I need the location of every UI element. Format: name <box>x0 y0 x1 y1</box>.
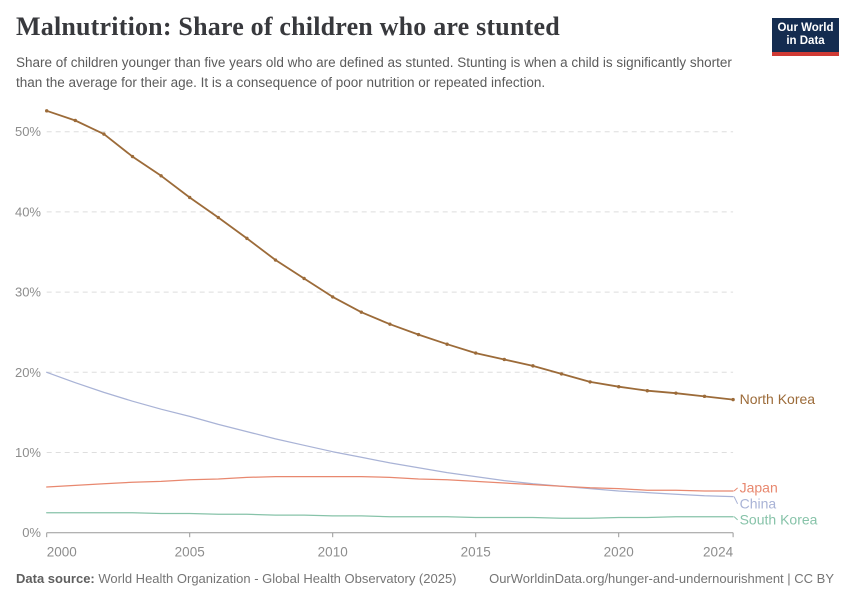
series-marker-north-korea <box>559 372 564 376</box>
series-marker-north-korea <box>474 351 478 355</box>
series-label-china[interactable]: China <box>740 495 777 511</box>
series-line-japan[interactable] <box>46 475 734 492</box>
series-marker-north-korea <box>102 132 106 136</box>
series-marker-north-korea <box>502 357 506 362</box>
owid-credit-link[interactable]: OurWorldinData.org/hunger-and-undernouri… <box>489 571 834 586</box>
series-marker-north-korea <box>45 109 49 113</box>
series-marker-north-korea <box>159 174 163 178</box>
owid-logo-line1: Our World <box>777 21 834 34</box>
y-tick-label-40: 40% <box>15 204 41 219</box>
series-marker-north-korea <box>731 397 735 402</box>
series-marker-north-korea <box>130 154 135 159</box>
chart-subtitle: Share of children younger than five year… <box>16 55 732 90</box>
label-connector-south-korea <box>733 516 738 521</box>
series-line-china[interactable] <box>46 371 734 498</box>
series-label-japan[interactable]: Japan <box>740 479 778 495</box>
series-marker-north-korea <box>216 215 220 220</box>
x-tick-label-2024: 2024 <box>703 545 734 560</box>
series-marker-north-korea <box>359 310 363 314</box>
x-tick-label-2010: 2010 <box>318 545 348 560</box>
series-label-south-korea[interactable]: South Korea <box>740 511 818 527</box>
series-marker-north-korea <box>188 195 192 200</box>
series-marker-north-korea <box>388 322 392 326</box>
data-source-label: Data source: <box>16 571 95 586</box>
y-tick-label-10: 10% <box>15 445 41 460</box>
y-tick-label-50: 50% <box>15 124 41 139</box>
series-line-north-korea[interactable] <box>45 109 734 401</box>
y-tick-label-30: 30% <box>15 285 41 300</box>
series-marker-north-korea <box>702 394 707 399</box>
label-connector-japan <box>733 487 738 492</box>
series-marker-north-korea <box>73 118 78 123</box>
series-marker-north-korea <box>416 332 421 337</box>
series-marker-north-korea <box>674 391 678 395</box>
x-tick-label-2000: 2000 <box>47 545 77 560</box>
y-tick-label-20: 20% <box>15 365 41 380</box>
series-marker-north-korea <box>531 364 535 368</box>
owid-logo-line2: in Data <box>786 35 825 47</box>
chart-footer: Data source: World Health Organization -… <box>16 571 834 587</box>
owid-logo[interactable]: Our World in Data <box>772 18 839 56</box>
series-marker-north-korea <box>445 342 449 346</box>
series-line-south-korea[interactable] <box>46 512 734 519</box>
series-marker-north-korea <box>331 295 335 299</box>
y-tick-label-0: 0% <box>22 525 41 540</box>
series-marker-north-korea <box>245 236 249 241</box>
x-tick-label-2015: 2015 <box>461 545 491 560</box>
series-marker-north-korea <box>617 385 621 389</box>
series-marker-north-korea <box>302 276 306 281</box>
page-title: Malnutrition: Share of children who are … <box>16 12 560 41</box>
series-marker-north-korea <box>588 380 592 384</box>
x-tick-label-2020: 2020 <box>604 545 634 560</box>
series-marker-north-korea <box>273 258 278 262</box>
series-label-north-korea[interactable]: North Korea <box>740 391 816 407</box>
data-source-note: Data source: World Health Organization -… <box>16 571 457 587</box>
data-source-text: World Health Organization - Global Healt… <box>94 571 457 586</box>
series-marker-north-korea <box>645 389 649 393</box>
label-connector-china <box>733 496 739 505</box>
x-tick-label-2005: 2005 <box>175 545 205 560</box>
